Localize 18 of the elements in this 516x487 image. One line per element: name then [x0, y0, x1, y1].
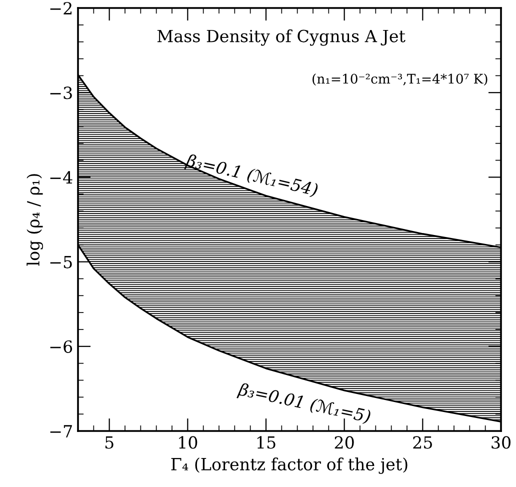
y-axis-title: log (ρ₄ / ρ₁) — [26, 174, 44, 266]
x-tick-label: 20 — [334, 436, 354, 449]
y-tick-label: −7 — [50, 425, 72, 438]
annotation: β₃=0.01 (ℳ₁=5) — [236, 382, 372, 426]
y-tick-label: −6 — [50, 340, 72, 353]
text: (n₁=10⁻²cm⁻³,T₁=4*10⁷ K) — [312, 74, 488, 86]
y-tick-label: −4 — [50, 171, 72, 184]
y-tick-label: −5 — [50, 256, 72, 268]
x-tick-label: 10 — [179, 436, 198, 449]
x-tick-label: 5 — [105, 436, 114, 449]
y-tick-label: −3 — [50, 86, 72, 100]
x-tick-label: 25 — [413, 436, 432, 449]
text: Mass Density of Cygnus A Jet — [157, 29, 406, 46]
x-axis-title: Γ₄ (Lorentz factor of the jet) — [171, 458, 408, 474]
x-tick-label: 30 — [492, 436, 510, 449]
y-tick-label: −2 — [50, 2, 72, 14]
annotation: β₃=0.1 (ℳ₁=54) — [184, 153, 319, 200]
x-tick-label: 15 — [257, 436, 276, 449]
